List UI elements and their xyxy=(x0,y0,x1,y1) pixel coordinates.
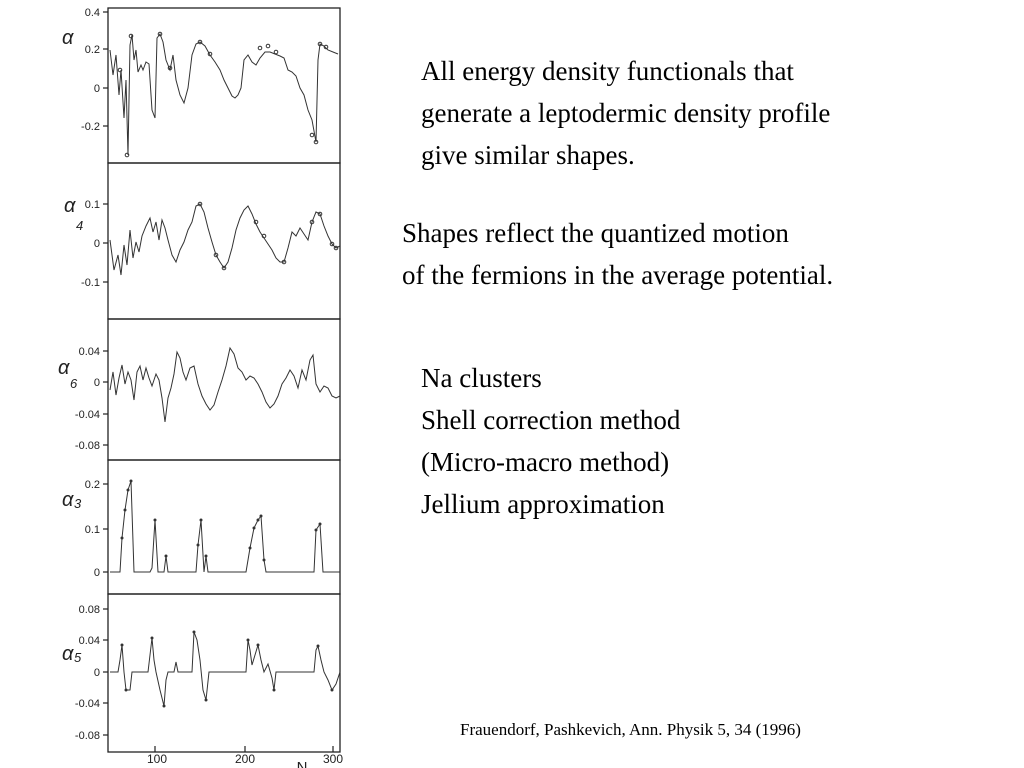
deformation-parameters-figure: 0.4 0.2 0 -0.2 0.1 0 -0.1 0.04 0 -0.04 -… xyxy=(58,7,343,768)
tick-label: 0.4 xyxy=(85,7,100,19)
tick-label: 0.2 xyxy=(85,44,100,56)
tick-labels: 0.4 0.2 0 -0.2 0.1 0 -0.1 0.04 0 -0.04 -… xyxy=(75,7,100,742)
tick-label: -0.04 xyxy=(75,409,100,421)
x-axis-labels: 100 200 300 N xyxy=(147,752,343,768)
tick-label: 0 xyxy=(94,83,100,95)
panel-frame-alpha4 xyxy=(107,162,341,320)
panel-symbol-alpha: α xyxy=(62,27,74,49)
panel-trace-alpha5 xyxy=(110,630,341,708)
svg-text:4: 4 xyxy=(76,218,83,233)
tick-label: 0 xyxy=(94,667,100,679)
panel-trace-alpha xyxy=(109,31,339,158)
svg-text:α: α xyxy=(58,357,70,379)
panel-frame-alpha3 xyxy=(107,459,341,595)
text-line: of the fermions in the average potential… xyxy=(402,260,834,290)
panel-frame-alpha5 xyxy=(107,593,341,753)
svg-text:3: 3 xyxy=(74,496,82,511)
x-tick-label: 300 xyxy=(323,752,343,766)
panel-trace-alpha4 xyxy=(109,201,341,276)
x-axis-title: N xyxy=(297,759,308,768)
x-tick-label: 100 xyxy=(147,752,167,766)
panel-symbol-alpha3: α 3 xyxy=(62,489,82,511)
x-tick-label: 200 xyxy=(235,752,255,766)
tick-label: -0.1 xyxy=(81,277,100,289)
panel-frame-alpha xyxy=(107,7,341,164)
svg-text:α: α xyxy=(64,195,76,217)
trace-markers xyxy=(120,479,322,562)
panel-symbol-alpha4: α 4 xyxy=(64,195,83,233)
svg-text:α: α xyxy=(62,643,74,665)
panel-frames xyxy=(107,7,341,753)
tick-label: 0.04 xyxy=(79,635,100,647)
tick-label: -0.08 xyxy=(75,730,100,742)
method-list: Na clusters Shell correction method (Mic… xyxy=(421,357,680,525)
shapes-paragraph: Shapes reflect the quantized motion of t… xyxy=(402,212,833,296)
trace-markers xyxy=(117,31,329,158)
tick-label: -0.08 xyxy=(75,440,100,452)
svg-text:5: 5 xyxy=(74,650,82,665)
tick-label: 0.08 xyxy=(79,604,100,616)
panel-trace-alpha3 xyxy=(110,479,340,573)
trace-markers xyxy=(197,201,339,271)
tick-label: 0 xyxy=(94,238,100,250)
tick-label: 0.1 xyxy=(85,199,100,211)
list-item: Na clusters xyxy=(421,363,542,393)
list-item: (Micro-macro method) xyxy=(421,447,670,477)
tick-label: 0.1 xyxy=(85,524,100,536)
svg-text:6: 6 xyxy=(70,376,78,391)
tick-label: 0.2 xyxy=(85,479,100,491)
text-line: generate a leptodermic density profile xyxy=(421,98,831,128)
panel-symbol-alpha5: α 5 xyxy=(62,643,82,665)
tick-label: -0.2 xyxy=(81,121,100,133)
panel-symbols: α α 4 α 6 α 3 α 5 xyxy=(58,27,83,665)
text-line: All energy density functionals that xyxy=(421,56,794,86)
panel-tick-marks xyxy=(103,11,334,752)
panel-frame-alpha6 xyxy=(107,318,341,461)
text-line: give similar shapes. xyxy=(421,140,635,170)
tick-label: 0 xyxy=(94,377,100,389)
citation: Frauendorf, Pashkevich, Ann. Physik 5, 3… xyxy=(460,720,801,739)
trace-markers xyxy=(120,630,334,708)
tick-label: 0 xyxy=(94,567,100,579)
intro-paragraph: All energy density functionals that gene… xyxy=(421,50,830,176)
tick-label: -0.04 xyxy=(75,698,100,710)
panel-trace-alpha6 xyxy=(109,346,341,423)
panel-symbol-alpha6: α 6 xyxy=(58,357,78,391)
tick-label: 0.04 xyxy=(79,346,100,358)
list-item: Shell correction method xyxy=(421,405,681,435)
list-item: Jellium approximation xyxy=(421,489,665,519)
svg-text:α: α xyxy=(62,489,74,511)
text-line: Shapes reflect the quantized motion xyxy=(402,218,789,248)
